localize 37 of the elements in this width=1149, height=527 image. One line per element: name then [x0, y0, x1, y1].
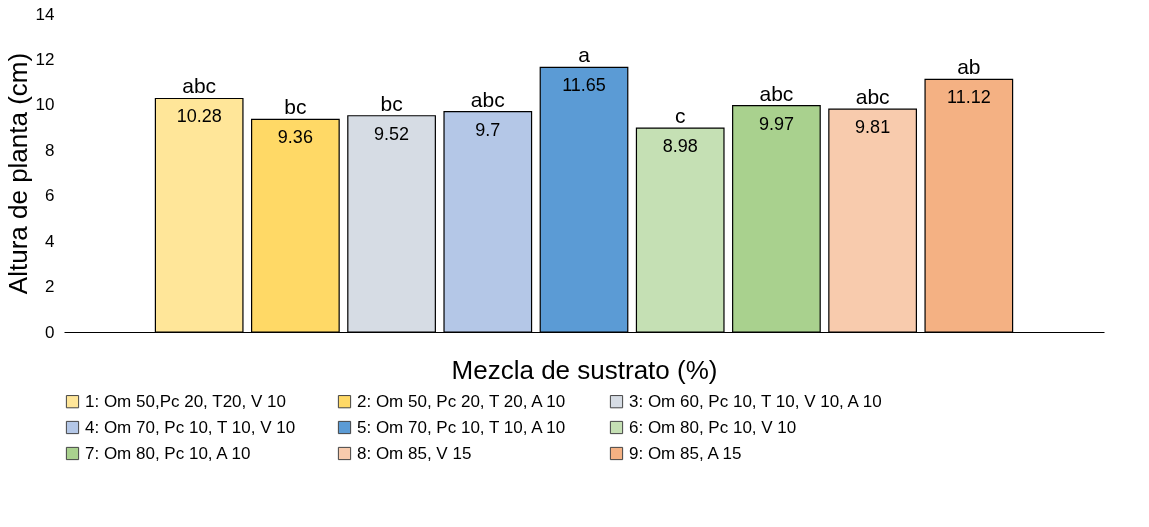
- legend-label: 8: Om 85, V 15: [357, 443, 472, 463]
- y-tick-label: 12: [35, 49, 55, 69]
- legend-label: 7: Om 80, Pc 10, A 10: [85, 443, 251, 463]
- data-label: 9.36: [277, 127, 313, 148]
- legend-label: 2: Om 50, Pc 20, T 20, A 10: [357, 391, 566, 411]
- annotation: bc: [380, 91, 403, 115]
- legend-label: 9: Om 85, A 15: [629, 443, 742, 463]
- y-tick-label: 6: [45, 186, 55, 206]
- data-label: 11.65: [562, 75, 606, 96]
- y-tick-label: 10: [35, 95, 55, 115]
- data-label: 11.12: [946, 87, 991, 108]
- data-label: 10.28: [176, 106, 222, 127]
- data-label: 9.7: [475, 119, 501, 140]
- y-tick-label: 2: [45, 277, 55, 297]
- annotation: bc: [284, 95, 307, 119]
- y-axis-title: Altura de planta (cm): [2, 52, 33, 295]
- y-tick-label: 8: [45, 140, 55, 160]
- data-label: 9.81: [855, 117, 891, 138]
- y-tick-label: 4: [45, 231, 55, 251]
- legend-label: 1: Om 50,Pc 20, T20, V 10: [85, 391, 286, 411]
- legend-label: 3: Om 60, Pc 10, T 10, V 10, A 10: [629, 391, 882, 411]
- data-label: 9.97: [758, 113, 794, 134]
- data-label: 8.98: [662, 136, 698, 157]
- data-label: 9.52: [374, 123, 410, 144]
- annotation: abc: [855, 85, 890, 109]
- annotation: c: [674, 104, 686, 128]
- legend-label: 6: Om 80, Pc 10, V 10: [629, 417, 797, 437]
- annotation: a: [578, 43, 591, 67]
- annotation: ab: [957, 55, 981, 79]
- annotation: abc: [182, 74, 217, 98]
- y-tick-label: 0: [45, 322, 55, 342]
- y-tick-label: 14: [35, 4, 55, 24]
- legend-label: 5: Om 70, Pc 10, T 10, A 10: [357, 417, 566, 437]
- x-axis-title: Mezcla de sustrato (%): [451, 354, 718, 385]
- annotation: abc: [759, 81, 794, 105]
- legend-label: 4: Om 70, Pc 10, T 10, V 10: [85, 417, 296, 437]
- annotation: abc: [470, 87, 505, 111]
